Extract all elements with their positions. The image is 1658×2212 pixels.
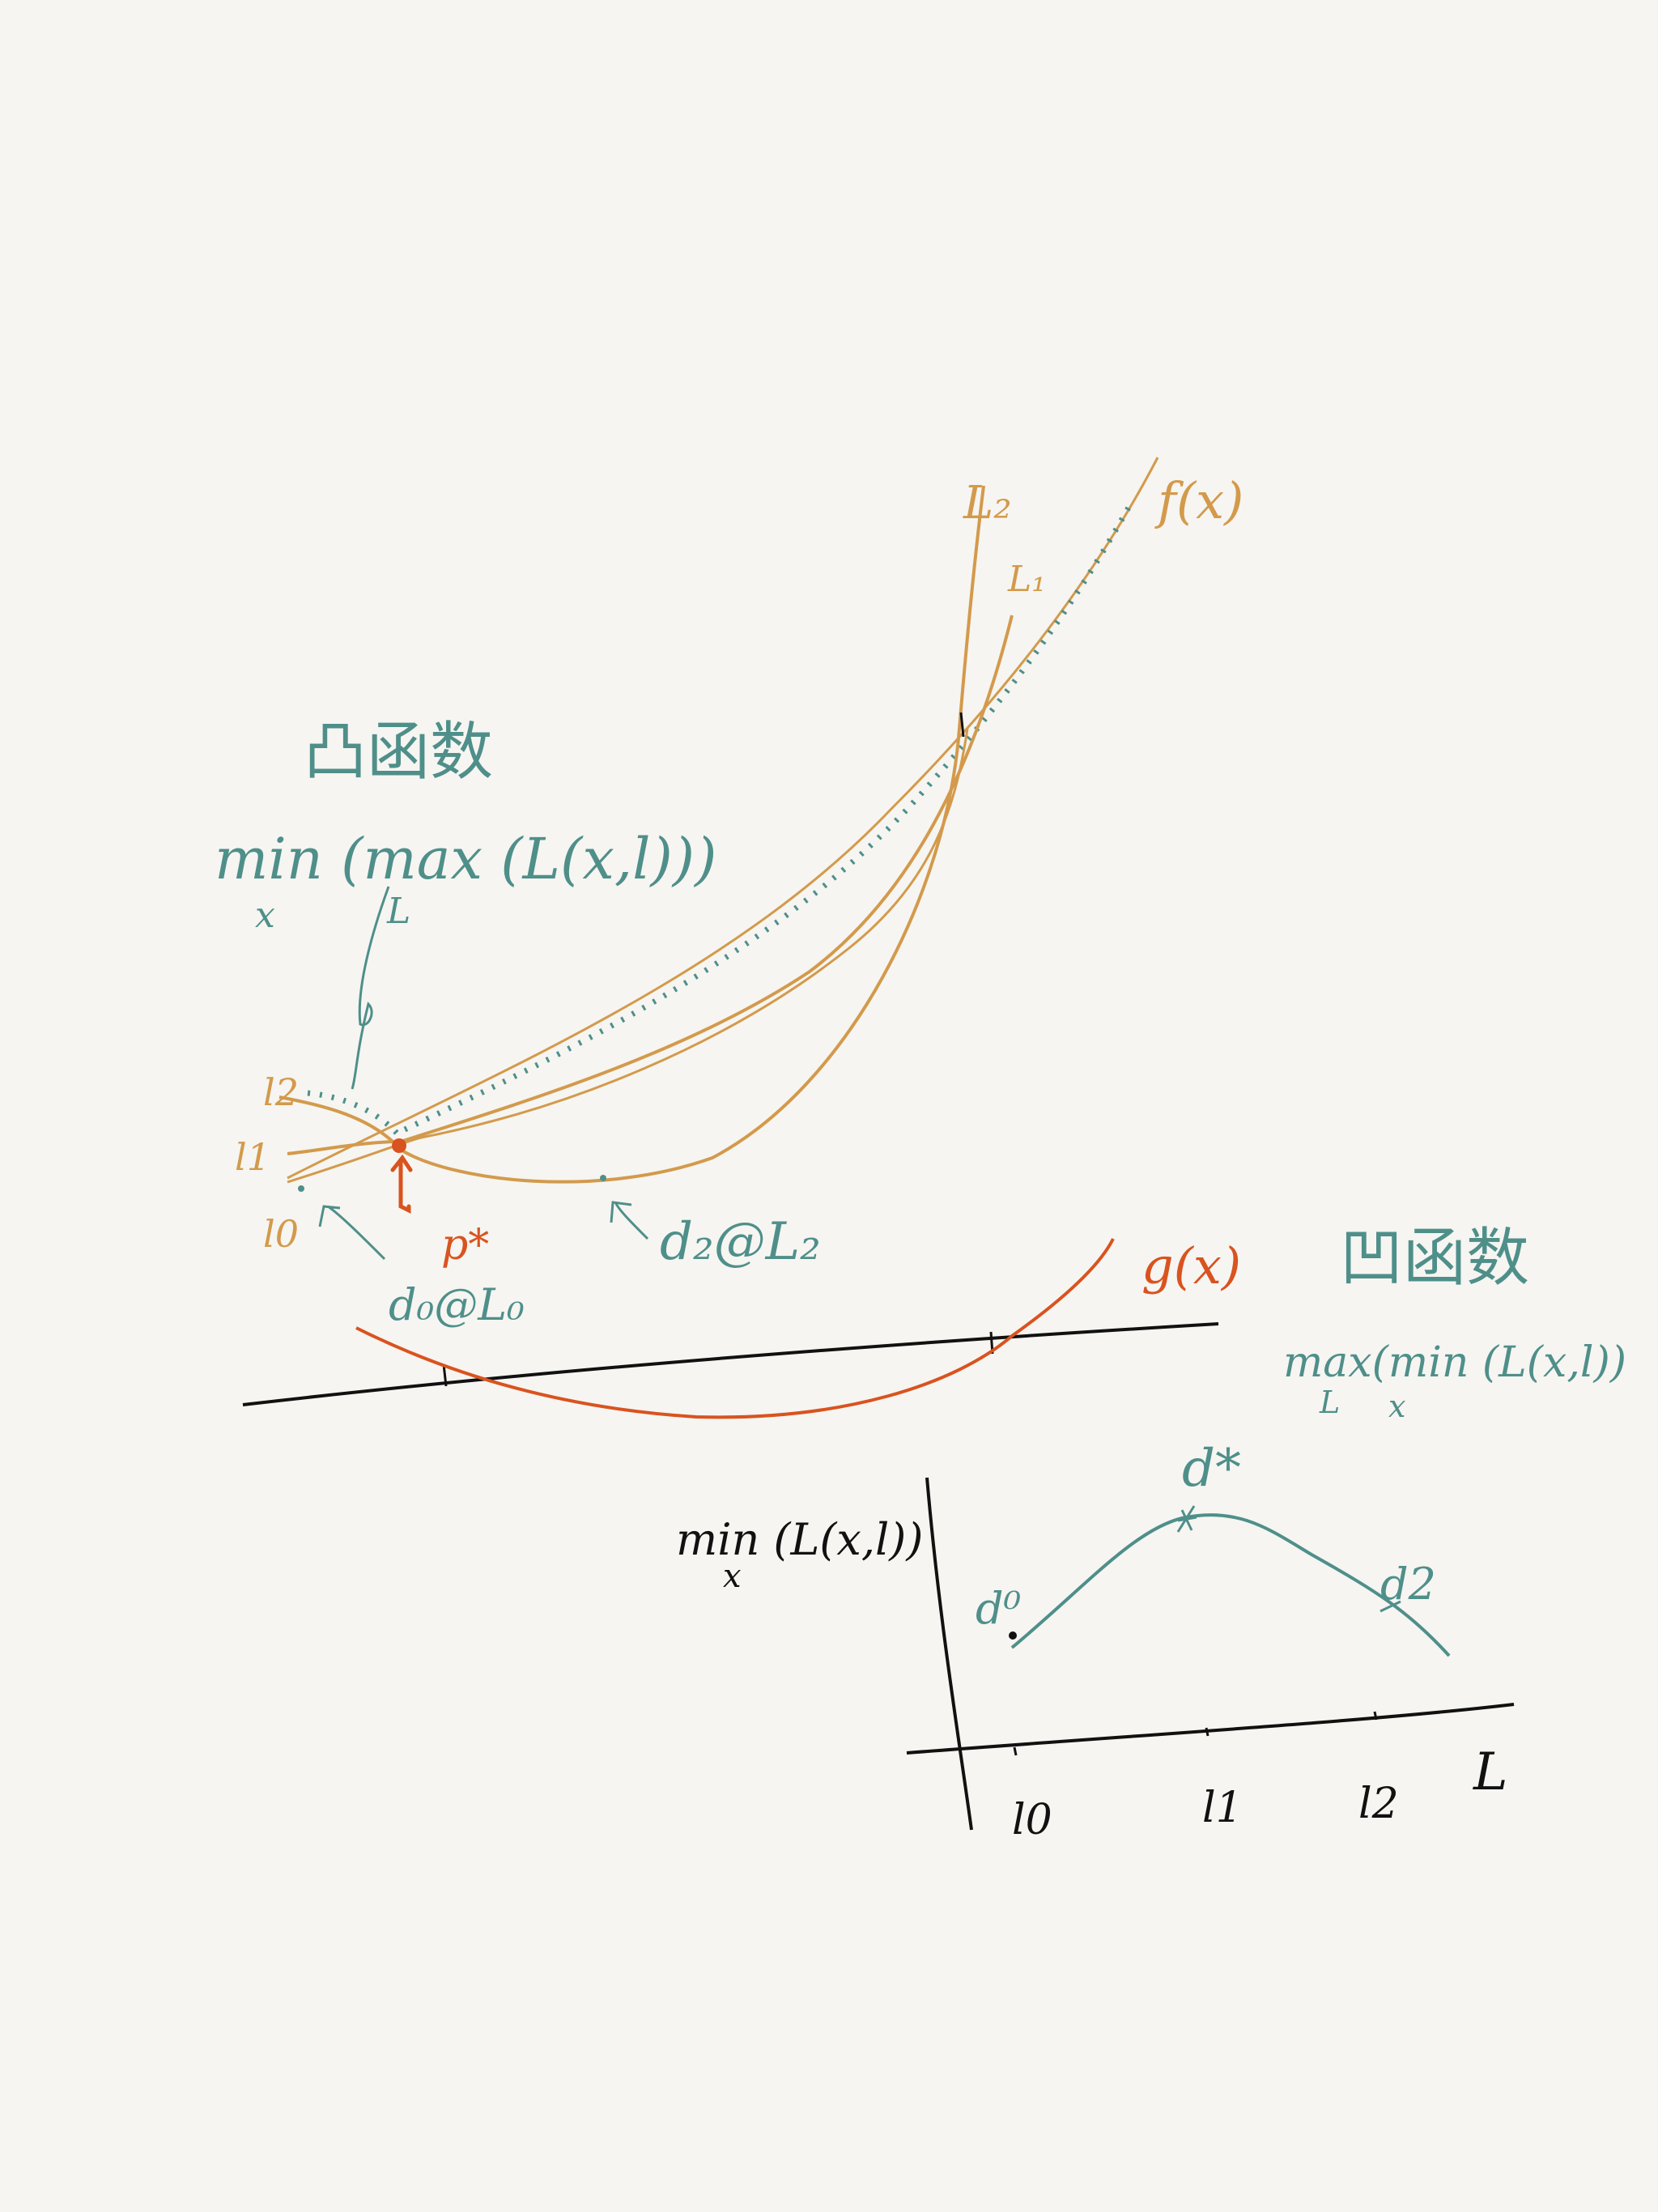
d2-tick	[1380, 1600, 1401, 1613]
x-axis-label-l0: l0	[1012, 1796, 1052, 1844]
bottom-y-label-subscript: x	[723, 1558, 742, 1595]
p-star-arrow	[390, 1154, 413, 1214]
x-tick-l2	[1373, 1711, 1378, 1721]
d0-point	[1009, 1631, 1017, 1640]
x-axis-label-L: L	[1473, 1742, 1508, 1802]
g-curve-label: g(x)	[1141, 1236, 1241, 1295]
l2-left-label: l2	[263, 1070, 299, 1114]
x-axis-tick-left	[442, 1363, 448, 1387]
maxmin-min-subscript: x	[1388, 1389, 1405, 1424]
minmax-min-subscript: x	[255, 895, 275, 936]
maxmin-max-subscript: L	[1319, 1385, 1340, 1420]
d-star-mark	[1176, 1505, 1197, 1533]
minmax-max-subscript: L	[386, 891, 410, 932]
d2-label: d2	[1380, 1559, 1436, 1610]
p-star-point	[392, 1138, 406, 1153]
f-curve-label: f(x)	[1154, 471, 1244, 530]
d0-arrow	[318, 1205, 386, 1261]
L0-curve	[287, 728, 969, 1184]
d2-at-l2-label: d₂@L₂	[660, 1212, 821, 1272]
bottom-y-label: min (L(x,l))	[676, 1514, 923, 1565]
d0-dot	[298, 1185, 304, 1192]
d2-dot	[600, 1175, 606, 1181]
l1-left-label: l1	[235, 1135, 270, 1179]
g-curve	[355, 1238, 1115, 1419]
intersection-tick	[959, 712, 965, 738]
maxmin-expression: max(min (L(x,l))	[1283, 1338, 1626, 1387]
L1-curve	[287, 615, 1014, 1155]
minmax-leader-line	[351, 886, 390, 1090]
p-star-label: p*	[441, 1221, 489, 1270]
x-axis-top	[242, 1322, 1219, 1406]
minmax-expression: min (max (L(x,l)))	[215, 826, 716, 892]
concave-top-label: 凸函数	[304, 716, 493, 789]
L2-top-label: L₂	[963, 477, 1012, 530]
d0-label: d⁰	[976, 1583, 1021, 1634]
x-tick-l1	[1205, 1727, 1209, 1737]
d-star-label: d*	[1182, 1439, 1241, 1499]
d2-arrow	[610, 1201, 649, 1240]
dual-function-curve	[1010, 1513, 1451, 1657]
l0-left-label: l0	[263, 1212, 299, 1256]
x-axis-label-l2: l2	[1358, 1780, 1399, 1828]
x-axis-label-l1: l1	[1202, 1784, 1243, 1832]
bottom-x-axis	[906, 1703, 1515, 1755]
x-tick-l0	[1013, 1746, 1018, 1756]
d0-at-l0-label: d₀@L₀	[389, 1279, 525, 1330]
max-envelope-hatching	[307, 504, 1133, 1140]
bottom-y-axis	[925, 1477, 973, 1831]
L1-top-label: L₁	[1007, 559, 1046, 600]
concave-bottom-label: 凹函数	[1340, 1222, 1529, 1295]
